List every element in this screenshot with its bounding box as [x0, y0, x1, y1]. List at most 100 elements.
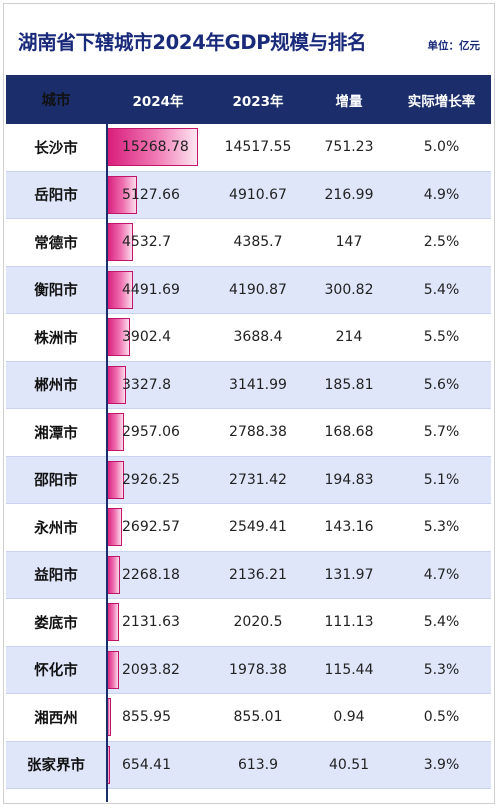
growth-rate-cell: 5.7%	[423, 424, 460, 441]
city-cell: 常德市	[34, 235, 78, 252]
increase-cell: 40.51	[328, 756, 370, 773]
increase-cell: 751.23	[324, 139, 374, 156]
increase-cell: 300.82	[324, 281, 374, 298]
gdp-2023-cell: 3688.4	[233, 329, 283, 346]
gdp-2024-cell: 4491.69	[106, 267, 210, 314]
gdp-2024-value: 2131.63	[122, 614, 180, 631]
gdp-2023-cell: 3141.99	[229, 376, 287, 393]
increase-cell: 115.44	[324, 661, 374, 678]
unit-label: 单位：亿元	[427, 40, 481, 52]
gdp-2023-cell: 2788.38	[229, 424, 287, 441]
table-row: 张家界市 654.41 613.9 40.51 3.9%	[6, 741, 491, 789]
gdp-2024-value: 2692.57	[122, 519, 180, 536]
table-row: 怀化市 2093.82 1978.38 115.44 5.3%	[6, 646, 491, 694]
table-row: 湘潭市 2957.06 2788.38 168.68 5.7%	[6, 409, 491, 457]
growth-rate-cell: 5.0%	[423, 139, 460, 156]
gdp-2023-cell: 2020.5	[233, 614, 283, 631]
header-2023: 2023年	[232, 93, 284, 110]
city-cell: 衡阳市	[34, 283, 78, 300]
gdp-2024-cell: 3327.8	[106, 362, 210, 409]
gdp-2023-cell: 4190.87	[229, 281, 287, 298]
gdp-2024-value: 2926.25	[122, 471, 180, 488]
gdp-2024-cell: 654.41	[106, 742, 210, 789]
gdp-2024-value: 4532.7	[122, 234, 171, 251]
gdp-2024-cell: 5127.66	[106, 172, 210, 219]
chart-title: 湖南省下辖城市2024年GDP规模与排名	[18, 31, 367, 54]
gdp-table: 城市 2024年 2023年 增量 实际增长率 长沙市 15268.78 14517…	[6, 75, 491, 789]
increase-cell: 111.13	[324, 614, 374, 631]
gdp-2024-value: 4491.69	[122, 281, 180, 298]
table-row: 湘西州 855.95 855.01 0.94 0.5%	[6, 694, 491, 742]
city-cell: 张家界市	[27, 758, 85, 775]
increase-cell: 168.68	[324, 424, 374, 441]
table-header: 城市 2024年 2023年 增量 实际增长率	[6, 75, 491, 124]
growth-rate-cell: 5.3%	[423, 661, 460, 678]
growth-rate-cell: 4.7%	[423, 566, 460, 583]
growth-rate-cell: 5.4%	[423, 281, 460, 298]
gdp-2024-cell: 3902.4	[106, 314, 210, 361]
gdp-2024-cell: 2926.25	[106, 457, 210, 504]
city-cell: 怀化市	[34, 663, 78, 680]
gdp-2024-value: 2093.82	[122, 661, 180, 678]
growth-rate-cell: 5.6%	[423, 376, 460, 393]
gdp-2024-cell: 2093.82	[106, 647, 210, 694]
city-cell: 郴州市	[34, 378, 78, 395]
increase-cell: 131.97	[324, 566, 374, 583]
increase-cell: 185.81	[324, 376, 374, 393]
gdp-2024-value: 2957.06	[122, 424, 180, 441]
table-row: 娄底市 2131.63 2020.5 111.13 5.4%	[6, 599, 491, 647]
growth-rate-cell: 5.3%	[423, 519, 460, 536]
increase-cell: 147	[335, 234, 363, 251]
gdp-2023-cell: 2136.21	[229, 566, 287, 583]
header-2024: 2024年	[132, 93, 184, 110]
gdp-2023-cell: 855.01	[233, 709, 283, 726]
table-row: 邵阳市 2926.25 2731.42 194.83 5.1%	[6, 456, 491, 504]
gdp-2024-cell: 2131.63	[106, 599, 210, 646]
table-row: 常德市 4532.7 4385.7 147 2.5%	[6, 219, 491, 267]
increase-cell: 143.16	[324, 519, 374, 536]
gdp-2023-cell: 613.9	[237, 756, 279, 773]
city-cell: 湘西州	[34, 710, 78, 727]
city-cell: 株洲市	[34, 330, 78, 347]
city-cell: 长沙市	[34, 140, 78, 157]
gdp-2023-cell: 4910.67	[229, 186, 287, 203]
increase-cell: 214	[335, 329, 363, 346]
gdp-2023-cell: 14517.55	[224, 139, 292, 156]
gdp-2024-cell: 2692.57	[106, 504, 210, 551]
gdp-2023-cell: 2549.41	[229, 519, 287, 536]
city-cell: 湘潭市	[34, 425, 78, 442]
table-row: 永州市 2692.57 2549.41 143.16 5.3%	[6, 504, 491, 552]
city-cell: 邵阳市	[34, 473, 78, 490]
gdp-2024-value: 855.95	[122, 709, 171, 726]
growth-rate-cell: 0.5%	[423, 709, 460, 726]
gdp-2023-cell: 2731.42	[229, 471, 287, 488]
increase-cell: 216.99	[324, 186, 374, 203]
bar-axis-line	[106, 124, 108, 802]
gdp-2024-cell: 4532.7	[106, 219, 210, 266]
table-row: 益阳市 2268.18 2136.21 131.97 4.7%	[6, 551, 491, 599]
gdp-2024-value: 5127.66	[122, 186, 180, 203]
table-row: 长沙市 15268.78 14517.55 751.23 5.0%	[6, 124, 491, 172]
city-cell: 益阳市	[34, 568, 78, 585]
gdp-2024-value: 3327.8	[122, 376, 171, 393]
table-row: 岳阳市 5127.66 4910.67 216.99 4.9%	[6, 171, 491, 219]
gdp-2023-cell: 1978.38	[229, 661, 287, 678]
table-row: 郴州市 3327.8 3141.99 185.81 5.6%	[6, 361, 491, 409]
growth-rate-cell: 4.9%	[423, 186, 460, 203]
header-increase: 增量	[335, 93, 363, 110]
gdp-2023-cell: 4385.7	[233, 234, 283, 251]
gdp-2024-cell: 15268.78	[106, 124, 210, 171]
gdp-2024-value: 15268.78	[122, 139, 189, 156]
city-cell: 岳阳市	[34, 188, 78, 205]
growth-rate-cell: 3.9%	[423, 756, 460, 773]
table-row: 衡阳市 4491.69 4190.87 300.82 5.4%	[6, 266, 491, 314]
increase-cell: 194.83	[324, 471, 374, 488]
growth-rate-cell: 5.1%	[423, 471, 460, 488]
growth-rate-cell: 5.5%	[423, 329, 460, 346]
gdp-2024-value: 3902.4	[122, 329, 171, 346]
gdp-2024-cell: 2957.06	[106, 409, 210, 456]
gdp-2024-cell: 855.95	[106, 694, 210, 741]
growth-rate-cell: 5.4%	[423, 614, 460, 631]
table-row: 株洲市 3902.4 3688.4 214 5.5%	[6, 314, 491, 362]
gdp-2024-value: 2268.18	[122, 566, 180, 583]
